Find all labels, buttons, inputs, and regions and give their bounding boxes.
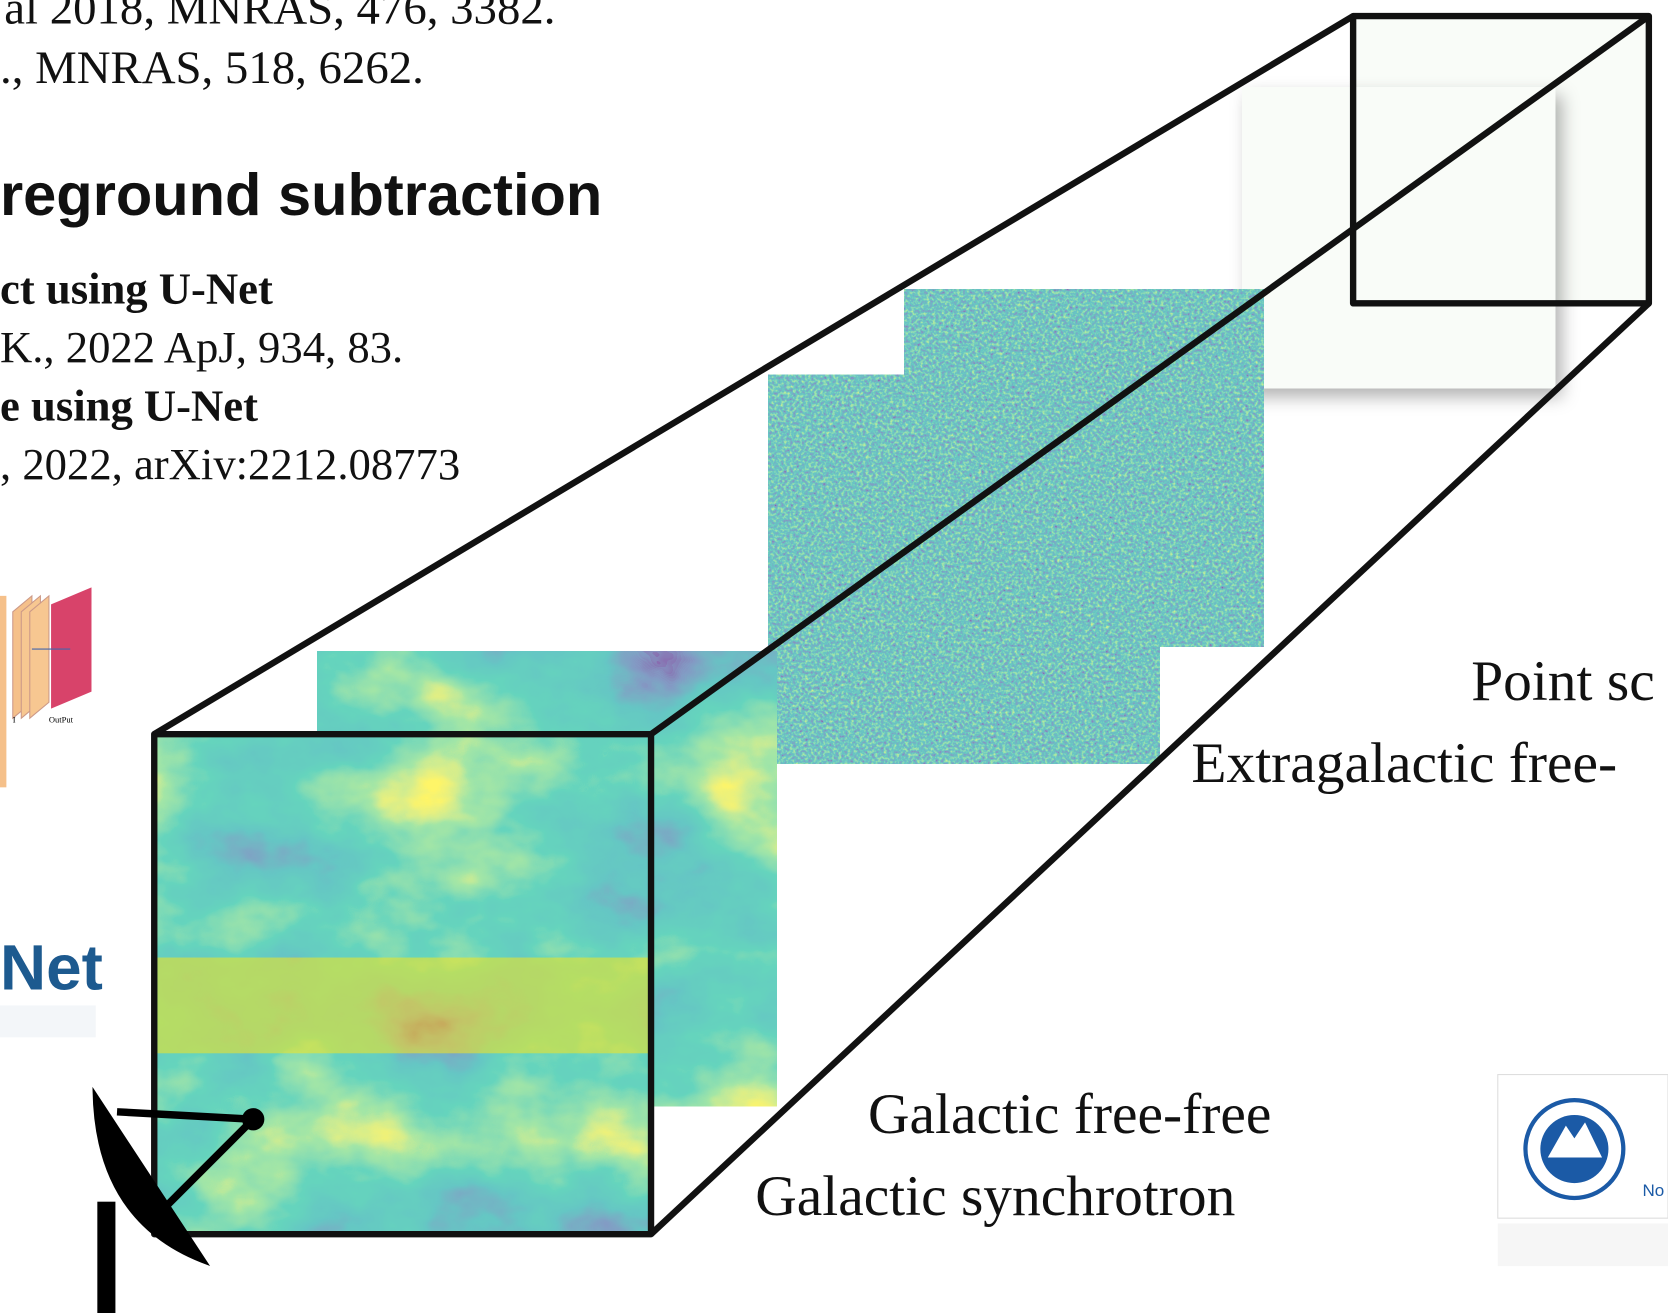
logo-text: No [1642, 1181, 1664, 1200]
logo: No [1498, 1075, 1668, 1266]
reflection [0, 1005, 96, 1037]
layer-block [0, 596, 6, 787]
slide: al 2018, MNRAS, 476, 3382. ., MNRAS, 518… [0, 0, 1668, 1313]
logo-reflection [1498, 1223, 1668, 1266]
network-figure: I OutPut [0, 587, 91, 787]
layer-block [30, 596, 49, 718]
reference: ., MNRAS, 518, 6262. [0, 42, 424, 94]
figure-label: I [13, 714, 16, 724]
map [1242, 87, 1555, 388]
network-title: Net [0, 931, 103, 1003]
item-title: e using U-Net [0, 380, 258, 430]
item-title: ct using U-Net [0, 263, 273, 313]
layer-label: Point sc [1471, 650, 1655, 713]
figure-label: OutPut [49, 714, 74, 724]
mount [98, 1202, 115, 1313]
layer-label: Galactic synchrotron [755, 1165, 1235, 1228]
page: al 2018, MNRAS, 476, 3382. ., MNRAS, 518… [0, 0, 1668, 1313]
layer-label: Extragalactic free- [1191, 732, 1617, 795]
output-layer [51, 587, 91, 708]
map [768, 375, 1159, 764]
references: al 2018, MNRAS, 476, 3382. ., MNRAS, 518… [0, 0, 555, 94]
section-heading: reground subtraction [0, 161, 602, 228]
reference: al 2018, MNRAS, 476, 3382. [4, 0, 555, 35]
item-citation: K., 2022 ApJ, 934, 83. [0, 322, 403, 372]
feed [243, 1109, 264, 1130]
section-items: ct using U-Net K., 2022 ApJ, 934, 83. e … [0, 263, 460, 489]
galactic-plane [157, 958, 648, 1054]
item-citation: , 2022, arXiv:2212.08773 [0, 439, 460, 489]
layer-label: Galactic free-free [868, 1083, 1271, 1146]
